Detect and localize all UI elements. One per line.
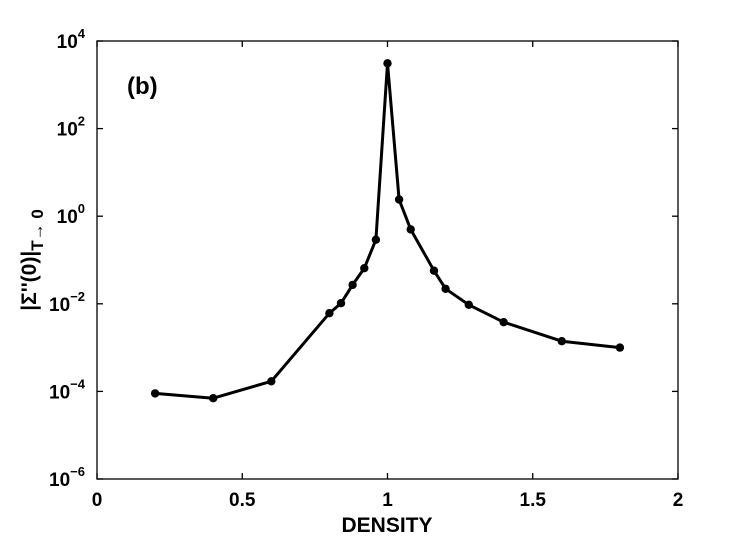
y-tick-label-3: 100 — [57, 201, 85, 228]
data-point-4 — [336, 299, 346, 308]
y-tick-label-5: 104 — [57, 26, 86, 53]
y-axis-title-main: |Σ''(0)| — [18, 251, 41, 311]
y-axis-title-subscript: T→ 0 — [28, 209, 47, 251]
data-point-16 — [615, 343, 625, 352]
x-tick-label-4: 2 — [673, 490, 684, 511]
data-point-9 — [394, 195, 404, 204]
panel-label: (b) — [127, 73, 158, 100]
y-tick-exp-3: 0 — [78, 201, 85, 216]
data-point-11 — [429, 266, 439, 275]
y-tick-label-4: 102 — [57, 114, 85, 141]
y-tick-base-4: 10 — [57, 120, 78, 141]
data-point-6 — [360, 264, 369, 273]
data-point-14 — [499, 318, 508, 327]
series-line — [154, 61, 621, 400]
y-tick-label-1: 10−4 — [49, 376, 86, 403]
data-point-1 — [209, 394, 218, 403]
data-point-15 — [557, 337, 566, 346]
data-point-3 — [325, 309, 334, 318]
y-tick-label-2: 10−2 — [49, 289, 85, 316]
y-tick-base-3: 10 — [57, 207, 78, 228]
y-tick-base-2: 10 — [49, 295, 70, 316]
data-point-13 — [464, 300, 473, 309]
data-point-2 — [267, 377, 276, 386]
data-point-8 — [383, 59, 392, 68]
plot-frame — [96, 40, 679, 480]
x-tick-label-3: 1.5 — [520, 490, 547, 511]
x-axis-title: DENSITY — [341, 514, 432, 537]
y-tick-exp-4: 2 — [78, 114, 85, 129]
x-tick-label-0: 0 — [92, 490, 103, 511]
data-points — [150, 59, 625, 403]
y-tick-exp-5: 4 — [78, 26, 86, 41]
y-tick-base-5: 10 — [57, 32, 78, 53]
y-tick-label-0: 10−6 — [49, 464, 85, 491]
axis-ticks — [96, 40, 679, 480]
y-tick-base-1: 10 — [49, 382, 70, 403]
x-tick-label-2: 1 — [382, 490, 393, 511]
data-point-7 — [371, 235, 381, 244]
y-tick-exp-2: −2 — [70, 289, 85, 304]
y-axis-title: |Σ''(0)|T→ 0 — [18, 209, 47, 311]
data-point-10 — [406, 225, 415, 234]
y-tick-exp-1: −4 — [70, 376, 86, 391]
x-tick-label-1: 0.5 — [229, 490, 256, 511]
data-point-12 — [441, 284, 450, 293]
y-tick-exp-0: −6 — [70, 464, 85, 479]
y-tick-base-0: 10 — [49, 470, 70, 491]
data-point-5 — [348, 280, 357, 290]
data-point-0 — [150, 389, 160, 398]
